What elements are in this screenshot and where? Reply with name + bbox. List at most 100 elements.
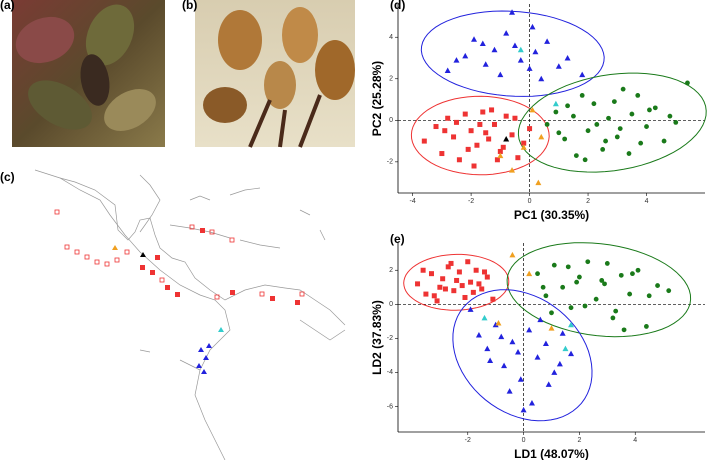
point	[477, 121, 483, 127]
point	[652, 105, 658, 111]
point	[459, 283, 465, 289]
point	[629, 111, 635, 117]
point	[465, 259, 471, 265]
point	[565, 264, 571, 270]
point	[503, 30, 510, 36]
point	[529, 23, 536, 30]
x-tick-label: -4	[410, 198, 416, 205]
point	[553, 109, 559, 115]
point	[484, 274, 490, 280]
point	[555, 63, 562, 69]
point	[582, 157, 588, 163]
point	[476, 281, 482, 287]
point	[568, 350, 575, 357]
point	[666, 288, 672, 294]
point	[562, 345, 569, 352]
point	[655, 283, 660, 288]
point	[470, 289, 476, 295]
point	[439, 151, 445, 157]
point	[585, 259, 591, 265]
point	[480, 109, 486, 115]
y-tick-label: -4	[387, 369, 393, 376]
point	[591, 101, 597, 107]
x-tick-label: -2	[465, 437, 471, 444]
point	[610, 315, 616, 321]
point	[482, 61, 489, 67]
point	[540, 284, 546, 290]
confidence-ellipse	[506, 242, 692, 338]
panel-label: (a)	[0, 0, 15, 12]
point	[474, 142, 480, 148]
point	[486, 136, 492, 142]
point	[462, 52, 469, 59]
point	[482, 269, 488, 275]
y-tick-label: 0	[389, 301, 393, 308]
y-tick-label: -6	[387, 403, 393, 410]
point	[492, 321, 499, 328]
point	[603, 138, 608, 144]
point	[442, 128, 448, 134]
point	[602, 281, 607, 287]
point	[503, 113, 509, 119]
x-tick-label: -2	[468, 198, 474, 205]
point	[565, 103, 570, 109]
point	[528, 400, 535, 406]
point	[444, 67, 451, 73]
point	[473, 267, 479, 273]
point	[454, 277, 460, 283]
point	[606, 115, 611, 121]
point	[491, 121, 497, 127]
point	[613, 308, 619, 314]
point	[440, 276, 446, 282]
point	[521, 140, 527, 146]
y-tick-label: -2	[387, 335, 393, 342]
point	[471, 36, 478, 42]
point	[543, 293, 549, 299]
point	[571, 113, 576, 119]
point	[600, 146, 606, 152]
point	[661, 138, 667, 144]
point	[585, 128, 591, 134]
point	[433, 124, 439, 130]
point	[614, 134, 620, 140]
point	[579, 71, 586, 78]
y-tick-label: 0	[389, 117, 393, 124]
point	[497, 71, 504, 78]
point	[544, 122, 550, 127]
point	[556, 130, 562, 136]
point	[487, 357, 494, 363]
point	[646, 293, 652, 299]
point	[574, 279, 580, 285]
map-markers	[54, 209, 305, 374]
x-tick-label: 4	[645, 198, 649, 205]
point	[489, 107, 495, 113]
point	[481, 314, 488, 321]
point	[475, 331, 482, 338]
point	[465, 146, 471, 152]
point	[500, 144, 506, 150]
point	[564, 55, 571, 61]
point	[604, 261, 610, 266]
point	[503, 136, 510, 142]
point	[498, 333, 505, 340]
confidence-ellipse	[420, 10, 605, 97]
point	[532, 48, 539, 55]
point	[647, 107, 652, 113]
point	[630, 271, 635, 277]
point	[415, 281, 421, 287]
point	[509, 251, 516, 258]
y-tick-label: 4	[389, 34, 393, 41]
point	[638, 140, 644, 146]
point	[643, 324, 649, 329]
point	[611, 99, 617, 105]
point	[545, 381, 552, 387]
point	[431, 293, 437, 299]
point	[479, 286, 485, 292]
point	[667, 113, 673, 119]
x-tick-label: 0	[522, 437, 526, 444]
point	[673, 119, 679, 125]
point	[515, 348, 522, 355]
point	[511, 42, 518, 49]
point	[468, 279, 474, 285]
